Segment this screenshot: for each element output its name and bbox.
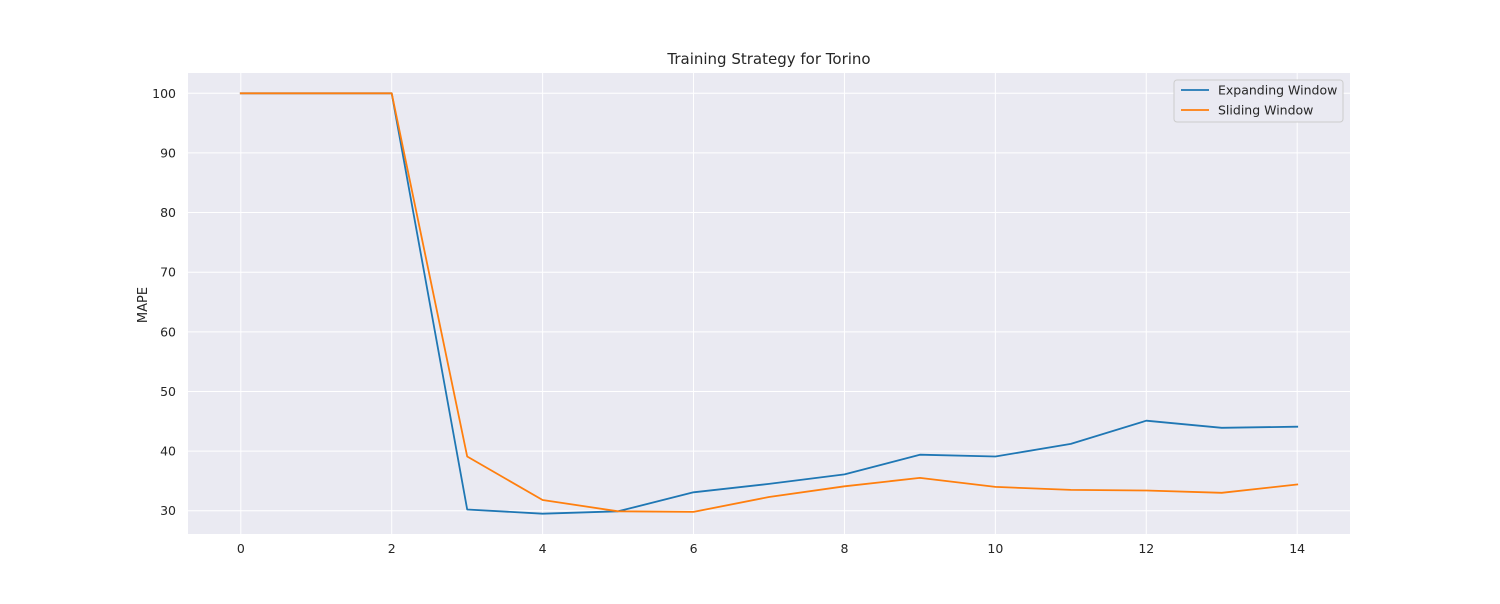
y-tick-label: 30 bbox=[160, 503, 176, 518]
y-tick-label: 40 bbox=[160, 444, 176, 459]
y-tick-label: 50 bbox=[160, 384, 176, 399]
y-tick-label: 100 bbox=[152, 86, 176, 101]
legend-label: Expanding Window bbox=[1218, 83, 1337, 98]
x-tick-label: 14 bbox=[1289, 541, 1305, 556]
x-tick-label: 10 bbox=[987, 541, 1003, 556]
x-tick-label: 6 bbox=[690, 541, 698, 556]
y-tick-label: 80 bbox=[160, 205, 176, 220]
x-tick-label: 2 bbox=[388, 541, 396, 556]
x-tick-label: 8 bbox=[840, 541, 848, 556]
series-line-expanding-window bbox=[239, 92, 1299, 515]
series-lines bbox=[239, 92, 1299, 515]
chart-title: Training Strategy for Torino bbox=[666, 50, 870, 68]
x-tick-label: 0 bbox=[237, 541, 245, 556]
legend-label: Sliding Window bbox=[1218, 103, 1313, 118]
y-tick-label: 70 bbox=[160, 265, 176, 280]
y-tick-label: 90 bbox=[160, 145, 176, 160]
x-tick-label: 12 bbox=[1138, 541, 1154, 556]
y-axis-label: MAPE bbox=[136, 287, 151, 323]
legend-box bbox=[1173, 79, 1344, 123]
x-tick-label: 4 bbox=[539, 541, 547, 556]
tick-labels: 0 2 4 6 8 10 12 14 30 40 50 60 70 80 90 100 bbox=[152, 86, 1305, 556]
series-line-sliding-window bbox=[239, 92, 1299, 513]
legend: Expanding Window Sliding Window bbox=[1173, 79, 1344, 123]
grid-lines bbox=[188, 73, 1350, 534]
plot-area-background bbox=[188, 73, 1350, 534]
y-tick-label: 60 bbox=[160, 324, 176, 339]
